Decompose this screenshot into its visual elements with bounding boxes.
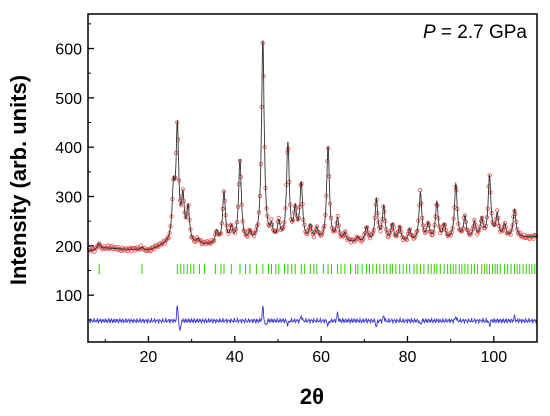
observed-point: [253, 230, 258, 235]
observed-point: [418, 187, 423, 193]
observed-point: [384, 230, 390, 235]
x-tick-label: 40: [226, 349, 244, 366]
observed-point: [163, 238, 168, 243]
observed-point: [499, 229, 505, 234]
observed-point: [244, 233, 249, 238]
observed-point: [378, 229, 383, 234]
difference-curve: [87, 305, 538, 332]
observed-point: [98, 243, 103, 248]
calculated-curve: [87, 40, 537, 251]
x-tick-label: 60: [312, 349, 330, 366]
observed-point: [369, 232, 374, 238]
x-tick-label: 100: [480, 349, 507, 366]
observed-point: [482, 226, 487, 231]
observed-point: [361, 236, 366, 241]
pressure-value: = 2.7 GPa: [436, 22, 528, 43]
observed-point: [397, 224, 402, 229]
y-axis-title: Intensity (arb. units): [6, 75, 31, 285]
observed-point: [394, 234, 399, 239]
observed-point: [407, 227, 412, 232]
observed-point: [467, 233, 472, 238]
x-axis-title: 2θ: [300, 384, 324, 409]
observed-point: [124, 246, 130, 251]
observed-point: [178, 202, 184, 208]
pressure-annotation: P = 2.7 GPa: [423, 22, 527, 43]
x-tick-label: 20: [140, 349, 158, 366]
observed-point: [269, 217, 274, 222]
x-tick-label: 80: [399, 349, 417, 366]
observed-point: [226, 231, 231, 236]
plot-frame: [87, 13, 538, 343]
y-tick-label: 600: [55, 42, 82, 59]
observed-point: [477, 228, 482, 233]
observed-point: [422, 230, 428, 235]
observed-point: [445, 233, 450, 239]
observed-point: [413, 233, 418, 238]
pressure-variable: P: [423, 22, 436, 43]
observed-point: [314, 224, 319, 229]
observed-point: [211, 239, 216, 244]
observed-point: [311, 235, 317, 240]
y-tick-label: 100: [55, 288, 82, 305]
y-tick-label: 200: [55, 239, 82, 256]
series-layer: [86, 40, 539, 332]
observed-point: [475, 232, 480, 237]
y-tick-label: 500: [55, 91, 82, 108]
y-tick-label: 400: [55, 140, 82, 157]
y-tick-label: 300: [55, 189, 82, 206]
ticks-layer: 20 40 60 80 100 100 200 300 400 500 600: [55, 23, 538, 366]
